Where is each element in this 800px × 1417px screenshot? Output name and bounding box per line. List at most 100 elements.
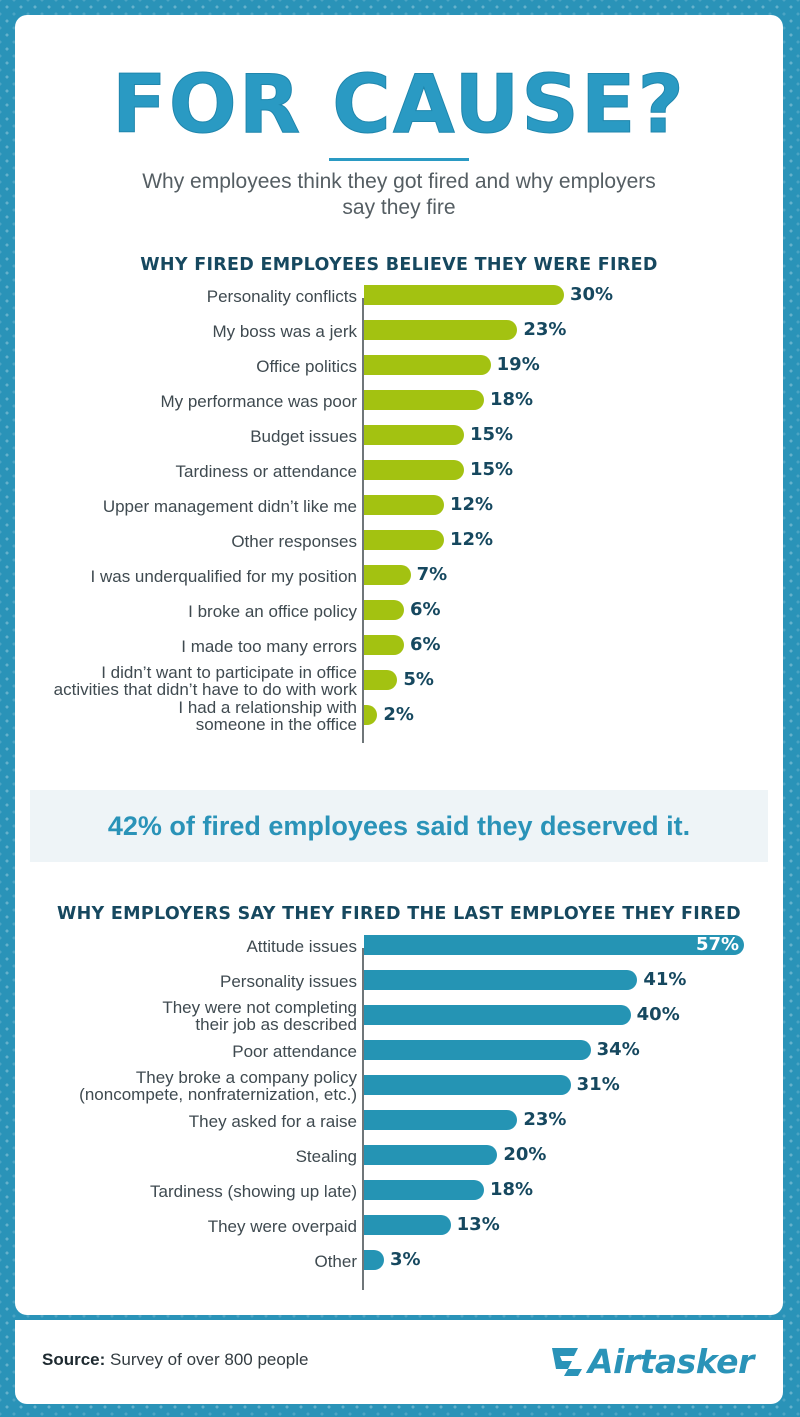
employers-chart-category-label: Personality issues bbox=[220, 973, 357, 990]
employers-chart-value-label: 3% bbox=[390, 1249, 421, 1270]
employers-chart-value-label: 31% bbox=[576, 1074, 620, 1095]
employers-chart-category-label-line: (noncompete, nonfraternization, etc.) bbox=[79, 1085, 357, 1104]
employers-chart-row: Stealing 20% bbox=[15, 1145, 783, 1165]
employees-chart-value-label: 30% bbox=[570, 284, 614, 305]
employees-chart-value-label: 5% bbox=[403, 669, 434, 690]
employees-chart-value-label: 7% bbox=[416, 564, 448, 585]
employers-chart-category-label: They were overpaid bbox=[208, 1218, 357, 1235]
employees-chart-bar bbox=[364, 635, 404, 655]
employers-chart-bar bbox=[364, 1145, 498, 1165]
employers-chart-value-label: 34% bbox=[596, 1039, 640, 1060]
employers-chart-category-label-line: They were not completing bbox=[162, 998, 357, 1017]
employees-chart-bar bbox=[364, 425, 464, 445]
employees-chart-category-label-line: I broke an office policy bbox=[188, 601, 357, 621]
employees-chart-category-label-line: Upper management didn’t like me bbox=[102, 496, 357, 516]
employers-chart-title: WHY EMPLOYERS SAY THEY FIRED THE LAST EM… bbox=[57, 904, 741, 924]
employers-chart-category-label-line: their job as described bbox=[195, 1015, 357, 1034]
employers-chart-value-label: 18% bbox=[490, 1179, 534, 1200]
employees-chart-category-label: Budget issues bbox=[250, 428, 357, 445]
employers-chart-row: Attitude issues 57% bbox=[15, 935, 783, 955]
employers-chart-bar bbox=[364, 1005, 631, 1025]
employers-chart-bar bbox=[364, 1215, 451, 1235]
employees-chart-row: I broke an office policy 6% bbox=[15, 600, 783, 620]
footer: Source: Survey of over 800 people Airtas… bbox=[15, 1320, 783, 1404]
employees-chart-bar bbox=[364, 530, 444, 550]
employees-chart-category-label: Office politics bbox=[256, 358, 357, 375]
employees-chart-category-label-line: Budget issues bbox=[250, 426, 357, 446]
employees-chart-bar bbox=[364, 390, 484, 410]
employers-chart-category-label: They broke a company policy (noncompete, … bbox=[79, 1069, 357, 1103]
employees-chart-row: Upper management didn’t like me 12% bbox=[15, 495, 783, 515]
employers-chart-value-label: 57% bbox=[696, 934, 740, 955]
callout-text: 42% of fired employees said they deserve… bbox=[107, 811, 691, 841]
employers-chart-value-label: 40% bbox=[636, 1004, 680, 1025]
employees-chart-row: I made too many errors 6% bbox=[15, 635, 783, 655]
employees-chart-category-label: Other responses bbox=[231, 533, 357, 550]
employers-chart-row: They were not completing their job as des… bbox=[15, 999, 783, 1033]
employers-chart-row: Tardiness (showing up late) 18% bbox=[15, 1180, 783, 1200]
employers-chart-bar bbox=[364, 1180, 484, 1200]
employers-chart-bar bbox=[364, 1075, 571, 1095]
employees-chart-category-label-line: Tardiness or attendance bbox=[175, 461, 357, 481]
employees-chart-row: I didn’t want to participate in office ac… bbox=[15, 664, 783, 698]
employees-chart-category-label-line: I didn’t want to participate in office bbox=[101, 663, 357, 682]
employees-chart-value-label: 6% bbox=[410, 599, 441, 620]
employees-chart-row: Tardiness or attendance 15% bbox=[15, 460, 783, 480]
employers-chart-row: Other 3% bbox=[15, 1250, 783, 1270]
employees-chart-value-label: 15% bbox=[470, 424, 514, 445]
employees-chart-row: Other responses 12% bbox=[15, 530, 783, 550]
employees-chart-value-label: 19% bbox=[496, 354, 540, 375]
employers-chart-row: Personality issues 41% bbox=[15, 970, 783, 990]
employers-chart-value-label: 20% bbox=[503, 1144, 547, 1165]
employees-chart-category-label: My boss was a jerk bbox=[212, 323, 357, 340]
employees-chart-category-label: Upper management didn’t like me bbox=[103, 498, 357, 515]
employers-chart-bar bbox=[364, 1250, 384, 1270]
employers-chart-category-label-line: Stealing bbox=[295, 1146, 357, 1166]
employees-chart-bar bbox=[364, 670, 398, 690]
airtasker-logo-icon bbox=[552, 1348, 582, 1376]
employers-chart-category-label-line: Personality issues bbox=[219, 971, 357, 991]
employees-chart-category-label-line: activities that didn’t have to do with w… bbox=[53, 680, 357, 699]
employees-chart-bar bbox=[364, 460, 464, 480]
employees-chart-value-label: 12% bbox=[450, 494, 494, 515]
employees-chart-category-label: Tardiness or attendance bbox=[176, 463, 357, 480]
employers-chart-bar bbox=[364, 1040, 591, 1060]
employees-chart-category-label: I was underqualified for my position bbox=[91, 568, 357, 585]
employees-chart-category-label: My performance was poor bbox=[160, 393, 357, 410]
employers-chart-value-label: 13% bbox=[456, 1214, 500, 1235]
employees-chart-value-label: 18% bbox=[490, 389, 534, 410]
employers-chart-bar bbox=[364, 970, 638, 990]
employers-chart-category-label-line: Other bbox=[314, 1251, 357, 1271]
employers-chart-value-label: 41% bbox=[643, 969, 687, 990]
employees-chart-bar bbox=[364, 600, 404, 620]
employees-chart-value-label: 23% bbox=[523, 319, 567, 340]
employers-chart-bar bbox=[364, 1110, 518, 1130]
employees-chart-bar bbox=[364, 285, 564, 305]
employees-chart-bar bbox=[364, 705, 378, 725]
employers-chart-category-label: They asked for a raise bbox=[189, 1113, 357, 1130]
employees-chart-row: My performance was poor 18% bbox=[15, 390, 783, 410]
employees-chart-value-label: 2% bbox=[383, 704, 414, 725]
employees-chart-row: My boss was a jerk 23% bbox=[15, 320, 783, 340]
employees-chart-category-label: Personality conflicts bbox=[207, 288, 357, 305]
employers-chart-bar bbox=[364, 935, 744, 955]
employees-chart-row: Personality conflicts 30% bbox=[15, 285, 783, 305]
employees-chart-value-label: 6% bbox=[410, 634, 441, 655]
employers-chart-row: They broke a company policy (noncompete, … bbox=[15, 1069, 783, 1103]
employees-chart-value-label: 15% bbox=[470, 459, 514, 480]
employers-chart-category-label: Other bbox=[314, 1253, 357, 1270]
employers-chart-category-label-line: They were overpaid bbox=[207, 1216, 357, 1236]
airtasker-logo: Airtasker bbox=[548, 1338, 758, 1388]
employers-chart-category-label: Stealing bbox=[296, 1148, 357, 1165]
title-underline bbox=[329, 158, 469, 161]
employees-chart-category-label-line: My boss was a jerk bbox=[212, 321, 357, 341]
employees-chart-category-label-line: someone in the office bbox=[195, 715, 357, 734]
employees-chart-row: Budget issues 15% bbox=[15, 425, 783, 445]
employers-chart-row: They asked for a raise 23% bbox=[15, 1110, 783, 1130]
employees-chart-category-label-line: Office politics bbox=[256, 356, 357, 376]
employers-chart-category-label: Attitude issues bbox=[246, 938, 357, 955]
employees-chart-category-label: I didn’t want to participate in office ac… bbox=[54, 664, 357, 698]
employers-chart-category-label: Tardiness (showing up late) bbox=[150, 1183, 357, 1200]
employers-chart-row: Poor attendance 34% bbox=[15, 1040, 783, 1060]
employees-chart-category-label-line: I made too many errors bbox=[181, 636, 357, 656]
